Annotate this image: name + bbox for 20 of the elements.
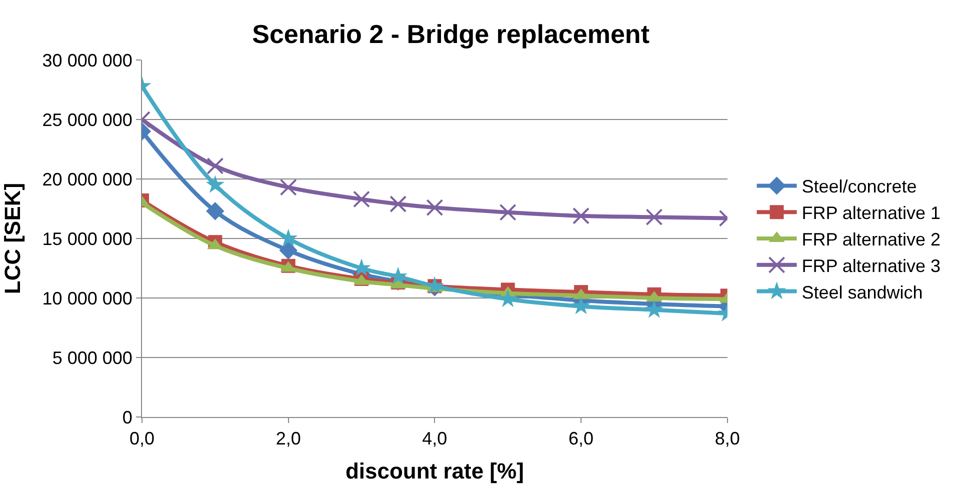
y-axis-title: LCC [SEK] bbox=[0, 182, 26, 294]
y-tick-label: 0 bbox=[122, 407, 132, 428]
y-tick-label: 5 000 000 bbox=[52, 348, 132, 368]
x-tick-label: 2,0 bbox=[276, 428, 301, 449]
chart-title: Scenario 2 - Bridge replacement bbox=[252, 18, 650, 49]
y-tick-label: 15 000 000 bbox=[42, 228, 132, 249]
y-tick-label: 10 000 000 bbox=[42, 288, 132, 308]
x-axis-title: discount rate [%] bbox=[345, 458, 524, 484]
x-tick-label: 0,0 bbox=[129, 428, 155, 449]
y-tick-label: 20 000 000 bbox=[42, 169, 132, 190]
y-tick-label: 25 000 000 bbox=[42, 110, 132, 130]
legend-label: Steel sandwich bbox=[802, 282, 923, 302]
legend-label: Steel/concrete bbox=[802, 176, 917, 197]
legend-label: FRP alternative 1 bbox=[802, 203, 940, 224]
x-tick-label: 6,0 bbox=[568, 428, 594, 449]
legend-label: FRP alternative 2 bbox=[802, 230, 940, 250]
x-tick-label: 4,0 bbox=[422, 428, 448, 449]
x-tick-label: 8,0 bbox=[714, 428, 740, 449]
legend-label: FRP alternative 3 bbox=[802, 256, 940, 276]
y-tick-label: 30 000 000 bbox=[42, 50, 132, 70]
